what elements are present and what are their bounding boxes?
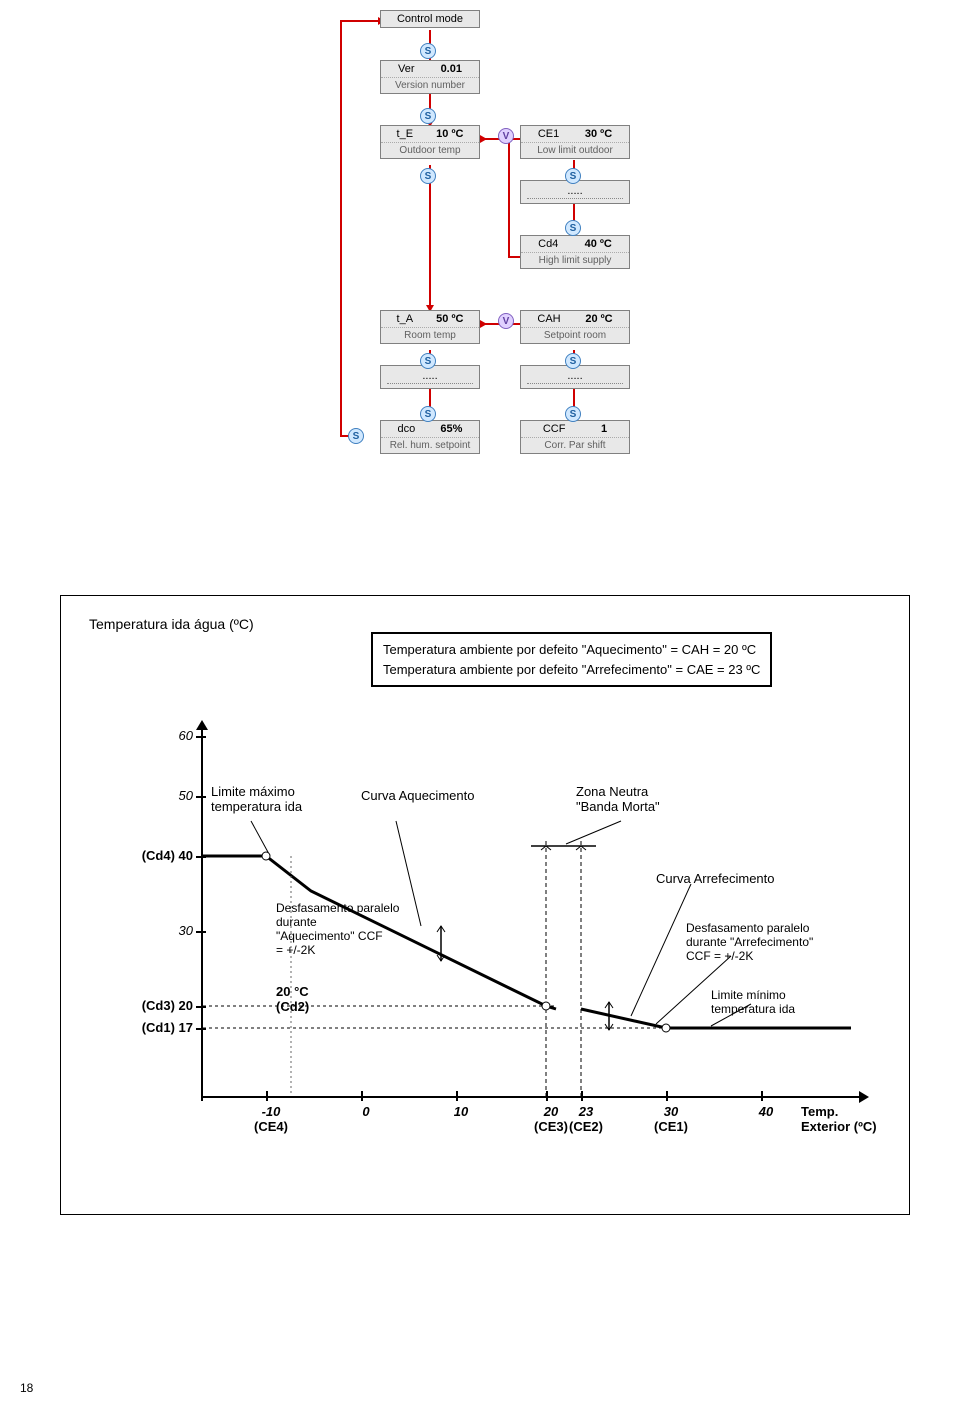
param-box-cd4: Cd440 ºCHigh limit supply	[520, 235, 630, 269]
v-badge-icon: V	[498, 313, 514, 329]
ptr-zona	[566, 821, 621, 844]
label-curva-arr: Curva Arrefecimento	[656, 871, 775, 886]
s-badge-icon: S	[420, 43, 436, 59]
label-lim-min: Limite mínimo temperatura ida	[711, 988, 795, 1016]
info-line-1: Temperatura ambiente por defeito "Aqueci…	[383, 640, 760, 660]
param-box-dco: dco65%Rel. hum. setpoint	[380, 420, 480, 454]
param-box-ce1: CE130 ºCLow limit outdoor	[520, 125, 630, 159]
s-badge-icon: S	[565, 168, 581, 184]
flow-line	[340, 20, 342, 436]
ptr-limmax	[251, 821, 269, 854]
flow-line	[429, 165, 431, 310]
v-badge-icon: V	[498, 128, 514, 144]
breakpoint	[262, 852, 270, 860]
ptr-curva-arr	[631, 884, 691, 1016]
chart-y-title: Temperatura ida água (ºC)	[89, 616, 254, 632]
s-badge-icon: S	[420, 406, 436, 422]
s-badge-icon: S	[565, 220, 581, 236]
label-lim-max: Limite máximo temperatura ida	[211, 784, 302, 814]
param-box-ccf: CCF1Corr. Par shift	[520, 420, 630, 454]
breakpoint	[662, 1024, 670, 1032]
breakpoint	[542, 1002, 550, 1010]
param-box-ta: t_A50 ºCRoom temp	[380, 310, 480, 344]
s-badge-icon: S	[565, 406, 581, 422]
param-box-te: t_E10 ºCOutdoor temp	[380, 125, 480, 159]
s-badge-icon: S	[420, 108, 436, 124]
param-box-cah: CAH20 ºCSetpoint room	[520, 310, 630, 344]
s-badge-icon: S	[420, 168, 436, 184]
label-zona-neutra: Zona Neutra "Banda Morta"	[576, 784, 660, 814]
label-desf-aq: Desfasamento paralelo durante "Aquecimen…	[276, 901, 399, 957]
label-desf-arr: Desfasamento paralelo durante "Arrefecim…	[686, 921, 813, 963]
flow-line	[340, 20, 380, 22]
page-number: 18	[20, 1381, 33, 1395]
param-box-ctrl: Control mode	[380, 10, 480, 28]
label-curva-aq: Curva Aquecimento	[361, 788, 474, 803]
arrow-icon	[480, 320, 487, 328]
info-line-2: Temperatura ambiente por defeito "Arrefe…	[383, 660, 760, 680]
ptr-curva-aq	[396, 821, 421, 926]
chart-info-box: Temperatura ambiente por defeito "Aqueci…	[371, 632, 772, 687]
flow-line	[508, 138, 510, 258]
s-badge-icon: S	[420, 353, 436, 369]
label-cd2: 20 °C (Cd2)	[276, 984, 309, 1014]
chart-section: Temperatura ida água (ºC) Temperatura am…	[60, 595, 910, 1215]
s-badge-icon: S	[565, 353, 581, 369]
flowchart-section: Control mode Ver0.01Version number t_E10 º…	[330, 10, 750, 500]
param-box-ver: Ver0.01Version number	[380, 60, 480, 94]
s-badge-icon: S	[348, 428, 364, 444]
chart-area: 6050(Cd4) 4030(Cd3) 20(Cd1) 17 -10(CE4)0…	[111, 726, 881, 1156]
arrow-icon	[480, 135, 487, 143]
